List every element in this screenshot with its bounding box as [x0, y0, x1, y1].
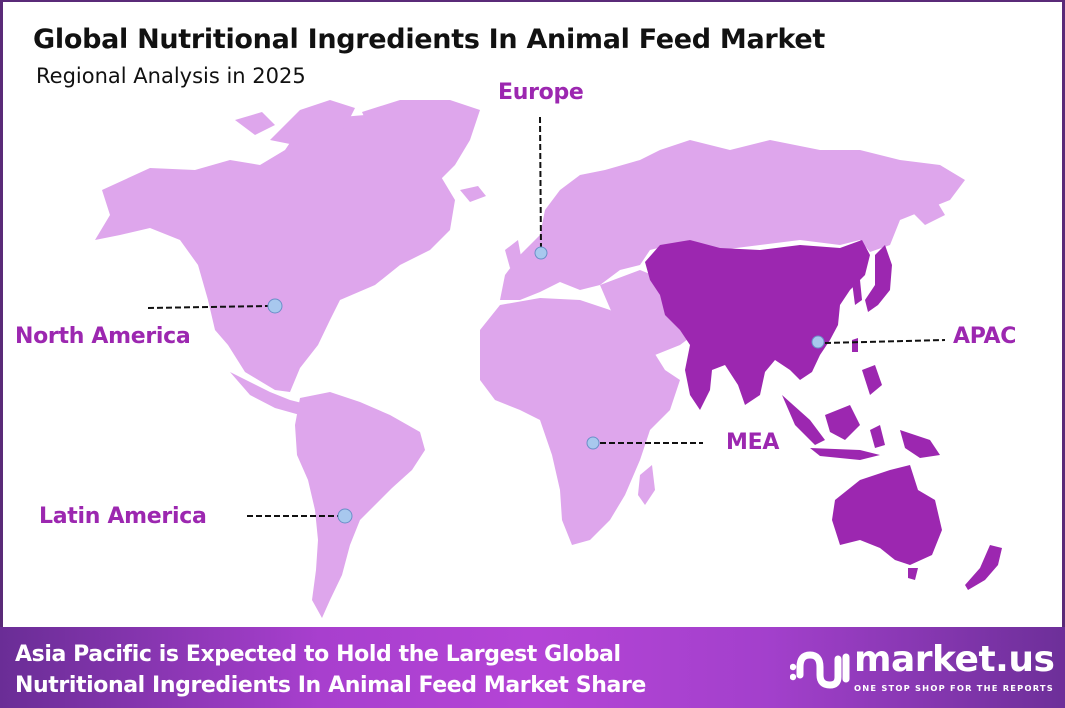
market-us-logo: market.us ONE STOP SHOP FOR THE REPORTS	[789, 639, 1055, 695]
footer-headline: Asia Pacific is Expected to Hold the Lar…	[15, 639, 646, 701]
footer-line-2: Nutritional Ingredients In Animal Feed M…	[15, 673, 646, 698]
page-subtitle: Regional Analysis in 2025	[36, 64, 306, 88]
market-us-logo-icon	[789, 651, 850, 689]
footer-banner: Asia Pacific is Expected to Hold the Lar…	[0, 627, 1065, 708]
region-north-america	[95, 115, 455, 392]
leader-line-north-america	[147, 305, 269, 309]
marker-latin-america	[337, 508, 353, 524]
label-latin-america: Latin America	[39, 504, 207, 529]
leader-line-europe	[539, 116, 542, 251]
label-north-america: North America	[15, 324, 191, 349]
logo-tagline: ONE STOP SHOP FOR THE REPORTS	[854, 683, 1054, 693]
footer-line-1: Asia Pacific is Expected to Hold the Lar…	[15, 642, 621, 667]
regions-default	[95, 100, 965, 618]
region-greenland	[362, 100, 480, 215]
region-europe-russia	[500, 140, 965, 300]
region-markers	[267, 246, 825, 524]
leader-lines	[147, 116, 946, 517]
label-apac: APAC	[953, 324, 1017, 349]
marker-mea	[586, 436, 600, 450]
world-map	[95, 100, 1002, 618]
marker-north-america	[267, 298, 283, 314]
leader-line-apac	[824, 339, 946, 344]
region-apac-highlight	[645, 240, 1002, 590]
label-mea: MEA	[726, 430, 780, 455]
label-europe: Europe	[498, 80, 584, 105]
region-latin-america	[295, 392, 425, 618]
region-apac	[645, 240, 870, 410]
logo-name: market.us	[854, 639, 1055, 680]
page-title: Global Nutritional Ingredients In Animal…	[33, 24, 825, 55]
marker-apac	[811, 335, 825, 349]
marker-europe	[534, 246, 548, 260]
region-australia	[832, 465, 942, 565]
region-mea	[480, 298, 680, 545]
